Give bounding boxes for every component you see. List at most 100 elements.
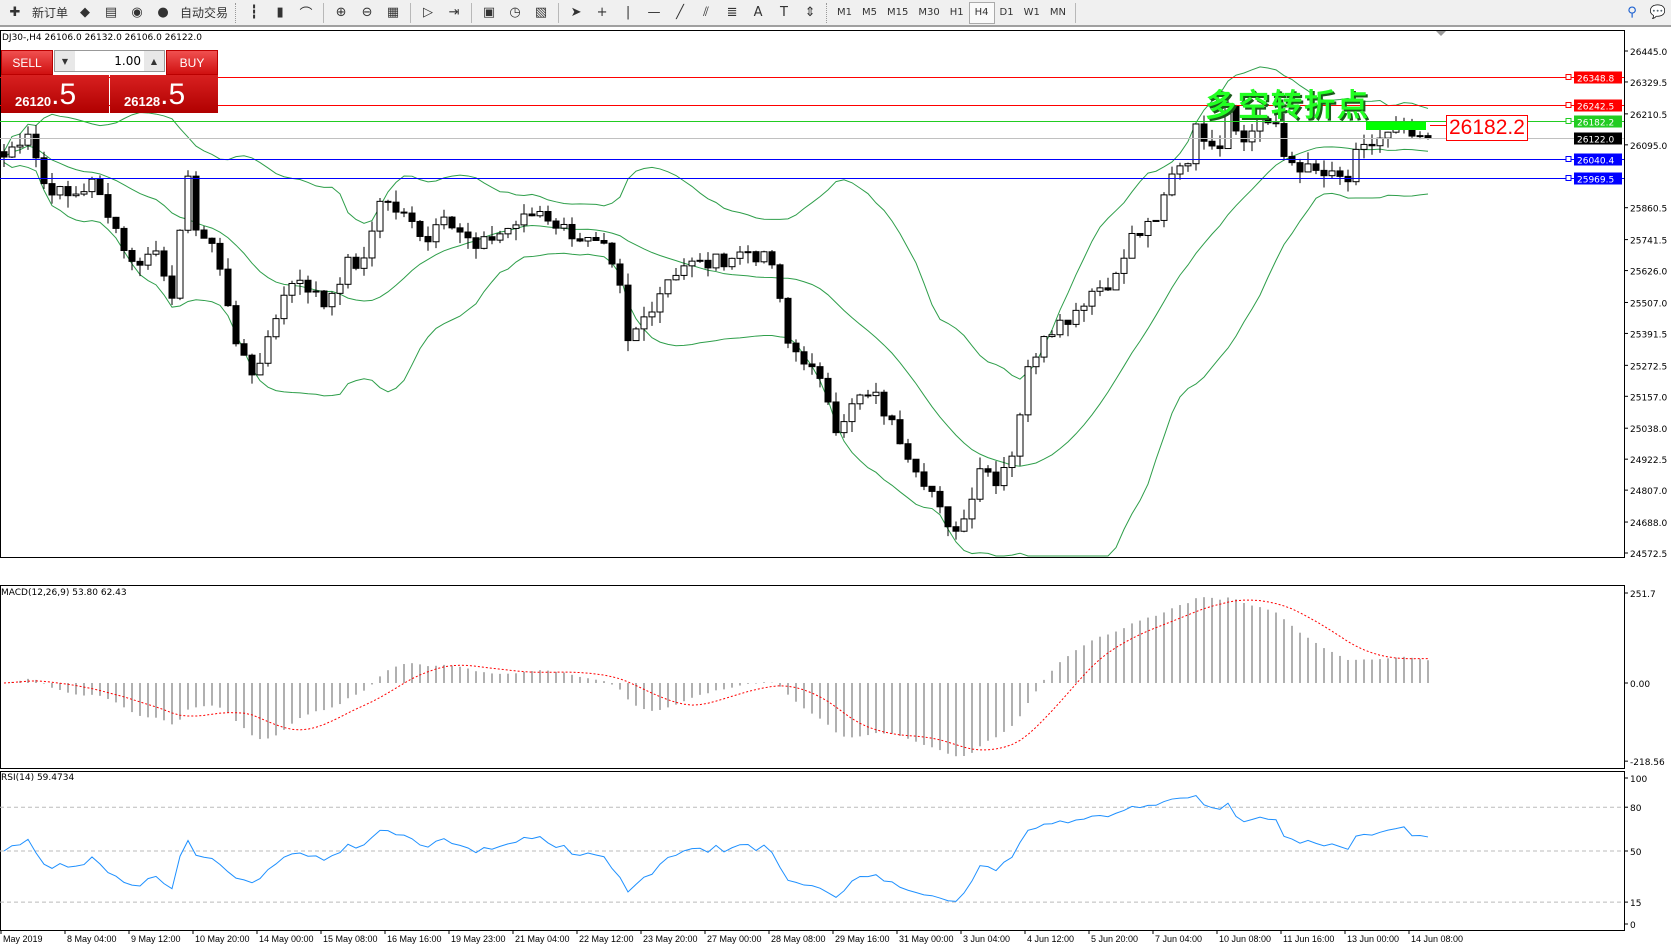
bull-candle xyxy=(1040,336,1048,358)
bull-candle xyxy=(1072,309,1080,325)
macd-axis-label: 251.7 xyxy=(1630,590,1656,600)
bear-candle xyxy=(784,297,792,344)
candlestick-button[interactable]: ▮ xyxy=(269,2,291,24)
crosshair-button[interactable]: + xyxy=(591,2,613,24)
lot-size-input[interactable]: 1.00 xyxy=(114,54,141,68)
bull-candle xyxy=(1008,455,1016,469)
time-axis-label: 10 Jun 08:00 xyxy=(1219,934,1271,944)
arrows-icon: ⇕ xyxy=(804,5,816,20)
price-axis-label: 26210.5 xyxy=(1630,111,1667,121)
bull-candle xyxy=(56,186,64,196)
zoom-out-button[interactable]: ⊖ xyxy=(356,2,378,24)
bear-candle xyxy=(1344,175,1352,183)
bear-candle xyxy=(408,212,416,222)
signals-button[interactable]: ◉ xyxy=(126,2,148,24)
timeframe-h4[interactable]: H4 xyxy=(968,1,995,24)
market-watch-button[interactable]: ◆ xyxy=(74,2,96,24)
bear-candle xyxy=(488,236,496,241)
sell-button[interactable]: SELL xyxy=(1,50,53,75)
indicators-button[interactable]: ▣ xyxy=(478,2,500,24)
bear-candle xyxy=(1104,287,1112,291)
bull-candle xyxy=(1384,131,1392,139)
time-axis-label: 21 May 04:00 xyxy=(515,934,570,944)
bull-candle xyxy=(1352,148,1360,183)
auto-trading-label[interactable]: 自动交易 xyxy=(180,6,229,20)
increase-lot-button[interactable]: ▲ xyxy=(144,51,164,71)
candlestick-icon: ▮ xyxy=(276,5,284,20)
rsi-label: RSI(14) 59.4734 xyxy=(1,773,75,783)
auto-trading-button[interactable]: ● xyxy=(152,2,174,24)
cursor-button[interactable]: ➤ xyxy=(565,2,587,24)
bull-candle xyxy=(712,253,720,269)
price-axis-label: 25860.5 xyxy=(1630,205,1667,215)
bull-candle xyxy=(288,282,296,296)
bid-price-button[interactable]: 26120.5 xyxy=(1,75,109,113)
timeframe-mn[interactable]: MN xyxy=(1049,7,1066,18)
buy-button[interactable]: BUY xyxy=(166,50,218,75)
navigator-icon: ▤ xyxy=(104,5,118,20)
bear-candle xyxy=(816,366,824,379)
ask-price-button[interactable]: 26128.5 xyxy=(110,75,218,113)
bull-candle xyxy=(744,251,752,254)
chat-button[interactable]: 💬 xyxy=(1647,2,1669,24)
bull-candle xyxy=(264,336,272,364)
timeframe-m30[interactable]: M30 xyxy=(918,7,940,18)
horizontal-line-button[interactable]: — xyxy=(643,2,665,24)
tile-windows-button[interactable]: ▦ xyxy=(382,2,404,24)
text-button[interactable]: A xyxy=(747,2,769,24)
timeframe-h1[interactable]: H1 xyxy=(949,7,964,18)
vertical-line-button[interactable]: | xyxy=(617,2,639,24)
green-zone-bar xyxy=(1366,122,1426,130)
timeframe-d1[interactable]: D1 xyxy=(999,7,1014,18)
search-button[interactable]: ⚲ xyxy=(1621,2,1643,24)
timeframe-w1[interactable]: W1 xyxy=(1023,7,1040,18)
bear-candle xyxy=(464,231,472,239)
periods-button[interactable]: ◷ xyxy=(504,2,526,24)
bear-candle xyxy=(952,526,960,532)
timeframe-m15[interactable]: M15 xyxy=(887,7,909,18)
bar-chart-icon: ┇ xyxy=(250,5,258,20)
bull-candle xyxy=(840,421,848,434)
line-chart-button[interactable]: ⌒ xyxy=(295,2,317,24)
trendline-button[interactable]: ╱ xyxy=(669,2,691,24)
lot-size-stepper[interactable]: ▼ 1.00 ▲ xyxy=(54,50,165,72)
fibonacci-button[interactable]: ≣ xyxy=(721,2,743,24)
price-axis-label: 26329.5 xyxy=(1630,79,1667,89)
auto-scroll-icon: ▷ xyxy=(423,5,434,20)
templates-button[interactable]: ▧ xyxy=(530,2,552,24)
decrease-lot-button[interactable]: ▼ xyxy=(55,51,75,71)
price-axis-label: 25741.5 xyxy=(1630,237,1667,247)
bear-candle xyxy=(752,251,760,263)
chart-shift-marker xyxy=(1436,31,1446,36)
bull-candle xyxy=(1144,220,1152,236)
arrows-button[interactable]: ⇕ xyxy=(799,2,821,24)
navigator-button[interactable]: ▤ xyxy=(100,2,122,24)
equidistant-channel-button[interactable]: ⫽ xyxy=(695,2,717,24)
bear-candle xyxy=(624,284,632,342)
bull-candle xyxy=(88,178,96,193)
timeframe-m1[interactable]: M1 xyxy=(837,7,853,18)
bear-candle xyxy=(616,263,624,286)
price-tag-pivot: 26182.2 xyxy=(1577,119,1614,129)
bear-candle xyxy=(104,194,112,218)
timeframe-m5[interactable]: M5 xyxy=(862,7,878,18)
new-order-label[interactable]: 新订单 xyxy=(32,6,69,20)
zoom-in-button[interactable]: ⊕ xyxy=(330,2,352,24)
price-label-annotation[interactable]: 26182.2 xyxy=(1446,115,1528,141)
bull-candle xyxy=(648,311,656,318)
bar-chart-button[interactable]: ┇ xyxy=(243,2,265,24)
price-axis-label: 25626.0 xyxy=(1630,268,1667,278)
indicators-icon: ▣ xyxy=(482,5,496,20)
time-axis-label: 16 May 16:00 xyxy=(387,934,442,944)
chart-annotation-text[interactable]: 多空转折点 xyxy=(1205,88,1370,124)
bull-candle xyxy=(480,236,488,249)
time-axis-label: May 2019 xyxy=(3,934,43,944)
auto-scroll-button[interactable]: ▷ xyxy=(417,2,439,24)
chart-shift-button[interactable]: ⇥ xyxy=(443,2,465,24)
text-label-button[interactable]: T xyxy=(773,2,795,24)
periods-icon: ◷ xyxy=(509,5,521,20)
bear-candle xyxy=(1136,232,1144,236)
new-order-button[interactable]: ✚ xyxy=(4,2,26,24)
bull-candle xyxy=(688,260,696,267)
